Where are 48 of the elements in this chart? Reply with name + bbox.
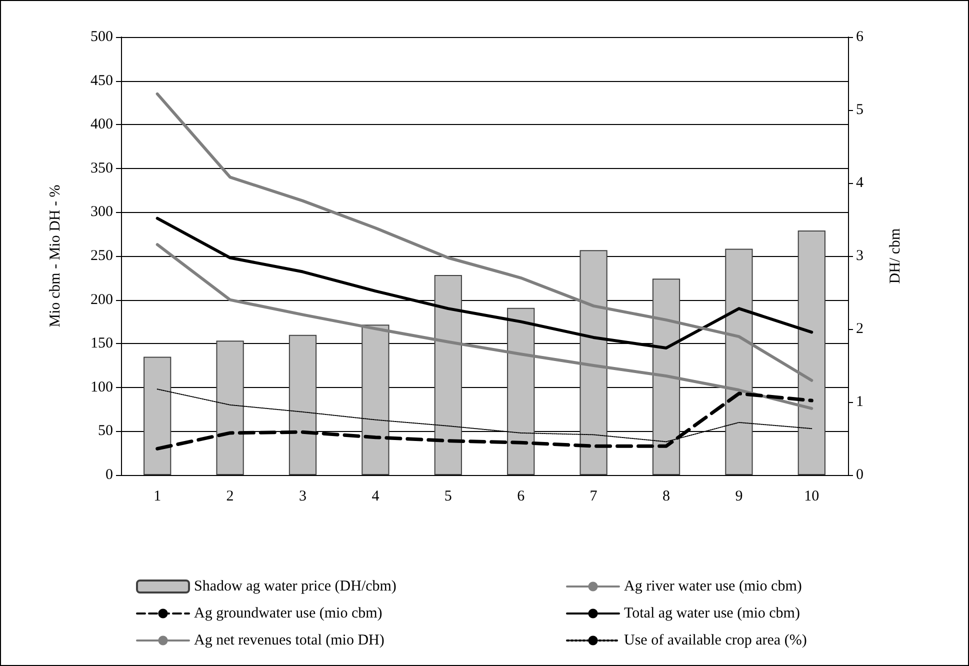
y2-axis-title: DH/ cbm (888, 228, 904, 284)
y-tick-label: 100 (90, 379, 113, 396)
y-axis-title: Mio cbm - Mio DH - % (48, 184, 64, 328)
legend-label: Shadow ag water price (DH/cbm) (194, 578, 396, 594)
legend-label: Ag net revenues total (mio DH) (194, 632, 384, 648)
legend-label: Ag groundwater use (mio cbm) (194, 606, 382, 622)
bar (798, 230, 826, 475)
bar (288, 334, 317, 475)
x-tick-label: 5 (444, 488, 452, 504)
y-tick-label: 200 (90, 292, 113, 308)
y2-tick-label: 6 (856, 29, 864, 45)
y-tick-label: 0 (106, 467, 113, 483)
y2-tick-label: 5 (856, 102, 864, 118)
line-series (156, 92, 814, 382)
y-tick-label: 300 (90, 204, 113, 220)
y-tick-label: 500 (90, 29, 113, 45)
bar (362, 324, 390, 475)
line-series (156, 243, 814, 410)
x-tick-label: 10 (804, 488, 820, 504)
x-tick-label: 3 (299, 488, 306, 504)
bar (652, 278, 680, 475)
legend-label: Ag river water use (mio cbm) (624, 578, 802, 594)
y2-tick-label: 0 (856, 467, 864, 483)
x-tick-label: 8 (662, 488, 670, 504)
y-tick-label: 150 (90, 336, 113, 352)
y2-tick-label: 3 (856, 248, 864, 264)
y-tick-label: 250 (90, 248, 113, 264)
bar (725, 248, 753, 475)
y-tick-label: 400 (90, 116, 113, 133)
y2-tick-label: 2 (856, 321, 864, 337)
bar (434, 274, 462, 475)
x-tick-label: 1 (154, 488, 162, 504)
legend-label: Use of available crop area (%) (624, 632, 807, 648)
x-tick-label: 7 (590, 488, 598, 504)
bar (507, 308, 535, 475)
bar (580, 250, 608, 475)
x-tick-label: 6 (517, 488, 526, 504)
y2-tick-label: 4 (856, 175, 864, 191)
y-tick-label: 350 (90, 160, 113, 176)
x-tick-label: 9 (735, 488, 743, 504)
y2-tick-label: 1 (856, 394, 864, 410)
x-tick-label: 4 (372, 488, 380, 504)
y-tick-label: 50 (98, 423, 113, 440)
x-tick-label: 2 (226, 488, 234, 504)
bar (216, 340, 244, 475)
bar (144, 356, 172, 475)
y-tick-label: 450 (90, 72, 113, 89)
legend-label: Total ag water use (mio cbm) (624, 606, 800, 622)
